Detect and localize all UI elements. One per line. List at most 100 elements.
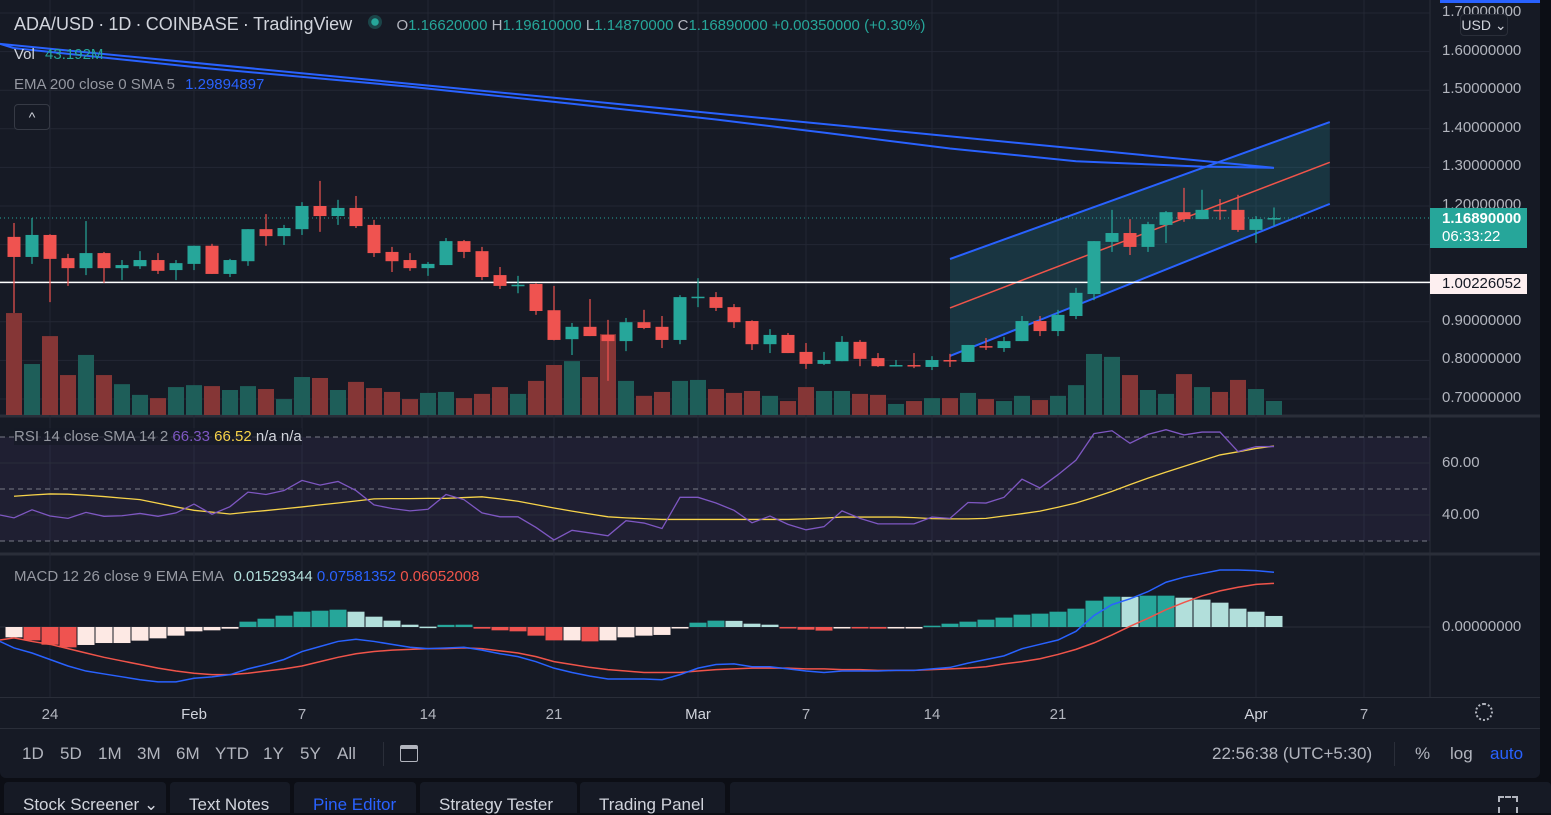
volume-bar [690,379,706,415]
macd-histogram-bar [725,620,743,627]
chart-container[interactable]: ADA/USD · 1D · COINBASE · TradingView O1… [0,0,1540,778]
range-button-3m[interactable]: 3M [137,744,161,763]
candle-body [547,310,561,340]
candle-body [709,297,723,308]
volume-bar [186,385,202,415]
tab-trading-panel[interactable]: Trading Panel [580,782,725,814]
volume-bar [474,393,490,415]
candle [1231,194,1245,232]
auto-scale-toggle[interactable]: auto [1490,744,1524,763]
price-axis-label: 0.70000000 [1442,389,1522,406]
range-button-all[interactable]: All [337,744,356,763]
volume-bar [150,398,166,415]
macd-histogram-bar [329,609,347,627]
goto-date-calendar-icon[interactable] [400,745,418,762]
candle [421,261,435,276]
candle-body [331,207,345,217]
tab-stock-screener[interactable]: Stock Screener ⌄ [4,782,166,814]
range-button-ytd[interactable]: YTD [215,744,249,763]
candle [43,234,57,303]
range-button-6m[interactable]: 6M [176,744,200,763]
tab-text-notes[interactable]: Text Notes [170,782,290,814]
log-scale-toggle[interactable]: log [1450,744,1473,763]
tab-strategy-tester[interactable]: Strategy Tester [420,782,577,814]
macd-histogram-bar [491,627,509,631]
candle-body [871,358,885,367]
macd-histogram-bar [203,627,221,631]
candle [79,221,93,276]
volume-label: Vol [14,46,35,63]
macd-histogram-bar [1013,614,1031,627]
price-axis-top-bar [1440,0,1540,3]
macd-histogram-bar [959,621,977,627]
maximize-panel-icon[interactable] [1498,796,1518,813]
macd-histogram-bar [167,627,185,636]
percent-scale-toggle[interactable]: % [1415,744,1431,763]
currency-dropdown[interactable]: USD ⌄ [1460,14,1508,36]
tab-pine-editor[interactable]: Pine Editor [294,782,416,814]
interval[interactable]: 1D [108,14,132,34]
macd-histogram-bar [1121,596,1139,627]
candle [169,260,183,281]
toolbar-divider [1394,742,1395,766]
candle-body [25,234,39,257]
macd-histogram-bar [1247,611,1265,627]
candle [1249,216,1263,244]
chart-canvas[interactable] [0,0,1540,697]
candle-body [403,260,417,269]
volume-bar [996,401,1012,415]
candle [871,353,885,367]
candle [781,332,795,354]
candle-body [1051,314,1065,332]
volume-bar [834,390,850,415]
ema-legend[interactable]: EMA 200 close 0 SMA 5 1.29894897 [14,76,264,93]
volume-bar [816,390,832,415]
range-button-1m[interactable]: 1M [98,744,122,763]
volume-bar [1248,389,1264,415]
candle-body [1033,321,1047,332]
range-button-5d[interactable]: 5D [60,744,82,763]
rsi-na-value: n/a [280,428,302,445]
range-button-1d[interactable]: 1D [22,744,44,763]
candle [241,229,255,266]
candle-body [1267,218,1281,220]
volume-legend[interactable]: Vol 43.192M [14,46,103,63]
rsi-legend[interactable]: RSI 14 close SMA 14 2 66.33 66.52 n/a n/… [14,428,302,445]
volume-bar [1212,391,1228,415]
time-axis-label: Feb [181,706,207,723]
macd-histogram-bar [1139,595,1157,627]
volume-bar [528,380,544,415]
candle-body [385,251,399,262]
volume-bar [618,380,634,415]
range-button-5y[interactable]: 5Y [300,744,321,763]
candle [187,245,201,271]
market-status-icon[interactable] [368,15,383,29]
candle [1267,207,1281,226]
volume-bar [42,336,58,415]
settings-gear-icon[interactable] [1475,703,1493,721]
candle [565,322,579,355]
candle-body [43,234,57,259]
candle [547,285,561,341]
candle-body [1123,233,1137,247]
macd-legend[interactable]: MACD 12 26 close 9 EMA EMA 0.01529344 0.… [14,568,480,585]
candle [331,199,345,225]
macd-histogram-bar [905,627,923,629]
macd-histogram-bar [779,627,797,629]
volume-bar [114,384,130,415]
high-label: H [491,17,503,34]
low-label: L [585,17,595,34]
macd-histogram-bar [347,611,365,627]
volume-bar [1176,374,1192,415]
volume-bar [942,398,958,415]
volume-bar [582,377,598,415]
volume-bar [384,391,400,415]
time-axis[interactable] [0,697,1540,729]
macd-histogram-bar [473,627,491,629]
collapse-legend-button[interactable]: ^ [14,104,50,130]
clock-timezone[interactable]: 22:56:38 (UTC+5:30) [1212,744,1373,763]
volume-bar [312,377,328,415]
rsi-axis-label: 60.00 [1442,454,1480,471]
symbol-name[interactable]: ADA/USD [14,14,95,34]
range-button-1y[interactable]: 1Y [263,744,284,763]
